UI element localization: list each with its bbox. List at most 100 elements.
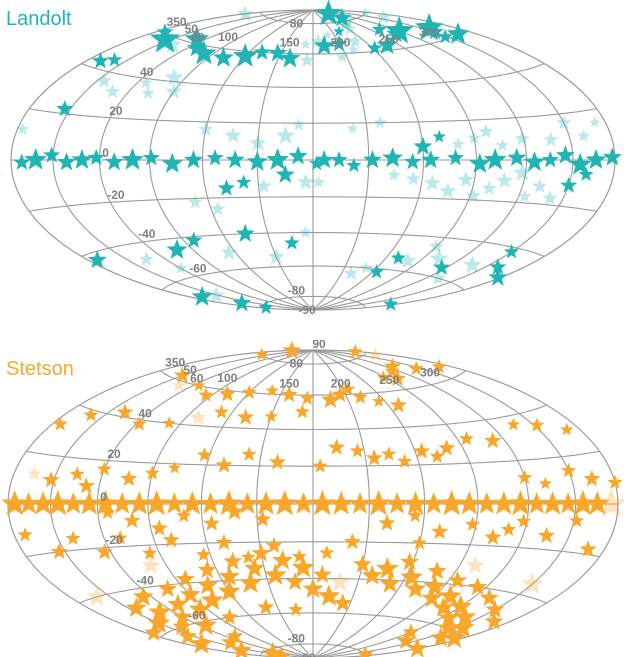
- star-marker: [429, 248, 449, 267]
- star-marker: [426, 22, 444, 40]
- star-marker: [44, 490, 72, 516]
- star-marker: [131, 416, 147, 431]
- tick-labels: 90806040200-20-40-60-80-9035050100150200…: [100, 340, 440, 657]
- star-marker: [431, 358, 447, 374]
- star-marker: [501, 521, 517, 537]
- star-marker: [221, 608, 239, 625]
- dec-tick-label: -90: [298, 303, 316, 317]
- star-marker: [223, 551, 243, 570]
- star-marker: [255, 347, 269, 361]
- star-marker: [231, 639, 252, 657]
- star-marker: [172, 606, 192, 625]
- star-marker: [143, 490, 170, 516]
- star-marker: [167, 593, 189, 614]
- star-marker: [265, 383, 279, 397]
- star-marker: [372, 394, 386, 407]
- star-marker: [314, 150, 334, 169]
- ra-tick-label: 250: [379, 373, 399, 387]
- dec-tick-label: 0: [100, 490, 107, 504]
- star-marker: [240, 549, 256, 564]
- star-marker: [376, 34, 398, 54]
- star-marker: [543, 131, 559, 147]
- star-marker: [56, 99, 74, 117]
- star-marker: [495, 138, 510, 152]
- star-marker: [371, 21, 387, 36]
- star-marker: [514, 130, 530, 146]
- star-marker: [215, 490, 243, 516]
- star-marker: [387, 168, 401, 181]
- star-marker: [158, 579, 178, 598]
- star-marker: [292, 118, 306, 131]
- star-marker: [24, 148, 47, 170]
- star-marker: [194, 613, 218, 636]
- meridian-line: [312, 349, 479, 657]
- star-marker: [390, 250, 406, 265]
- star-marker: [368, 264, 385, 279]
- star-marker: [376, 556, 399, 579]
- star-marker: [343, 533, 361, 550]
- dec-tick-label: -40: [138, 227, 156, 241]
- dec-tick-label: 20: [107, 447, 121, 461]
- star-marker: [52, 416, 68, 431]
- star-marker: [104, 83, 121, 99]
- ra-tick-label: 100: [218, 30, 238, 44]
- star-marker: [17, 492, 40, 514]
- ra-tick-label: 250: [379, 32, 399, 46]
- star-marker: [232, 293, 252, 312]
- star-marker: [330, 151, 348, 168]
- star-marker: [524, 151, 545, 172]
- star-marker: [396, 453, 413, 468]
- landolt-title: Landolt: [6, 8, 72, 30]
- star-marker: [328, 438, 346, 455]
- star-marker: [340, 381, 356, 396]
- dec-tick-label: -40: [136, 573, 154, 587]
- star-marker: [210, 201, 226, 216]
- star-marker: [540, 491, 565, 515]
- star-marker: [309, 490, 336, 516]
- star-marker: [589, 116, 601, 128]
- star-marker: [413, 136, 433, 155]
- star-marker: [166, 239, 188, 259]
- star-marker: [237, 408, 255, 425]
- star-marker: [396, 630, 416, 649]
- star-marker: [162, 492, 186, 514]
- star-marker: [343, 21, 357, 35]
- star-marker: [188, 597, 212, 620]
- star-marker: [142, 149, 160, 166]
- star-marker: [191, 285, 213, 306]
- star-marker: [232, 43, 258, 67]
- star-marker: [266, 148, 289, 170]
- dec-tick-label: 80: [290, 357, 304, 371]
- star-marker: [191, 40, 217, 65]
- ra-tick-label: 100: [217, 371, 237, 385]
- star-marker: [349, 443, 365, 458]
- star-marker: [335, 49, 349, 63]
- star-marker: [430, 270, 446, 285]
- star-marker: [333, 593, 353, 612]
- meridian-line: [256, 349, 314, 657]
- star-marker: [200, 588, 224, 610]
- star-marker: [381, 446, 397, 461]
- star-marker: [179, 583, 201, 604]
- star-marker: [438, 607, 460, 627]
- star-marker: [330, 34, 348, 52]
- star-marker: [529, 417, 545, 432]
- star-marker: [568, 152, 592, 175]
- star-marker: [602, 147, 622, 166]
- star-marker: [217, 579, 241, 602]
- star-marker: [288, 146, 308, 165]
- star-marker: [481, 180, 497, 195]
- star-marker: [361, 564, 383, 585]
- star-marker: [332, 8, 352, 27]
- dec-tick-label: -60: [189, 261, 207, 275]
- star-marker: [253, 43, 271, 60]
- star-marker: [171, 377, 187, 392]
- star-marker: [556, 115, 572, 130]
- star-marker: [192, 378, 206, 392]
- star-marker: [142, 545, 158, 560]
- ra-tick-label: 150: [280, 35, 300, 49]
- star-marker: [556, 492, 580, 514]
- dec-tick-label: 40: [138, 407, 152, 421]
- star-marker: [148, 600, 171, 623]
- star-marker: [328, 491, 354, 515]
